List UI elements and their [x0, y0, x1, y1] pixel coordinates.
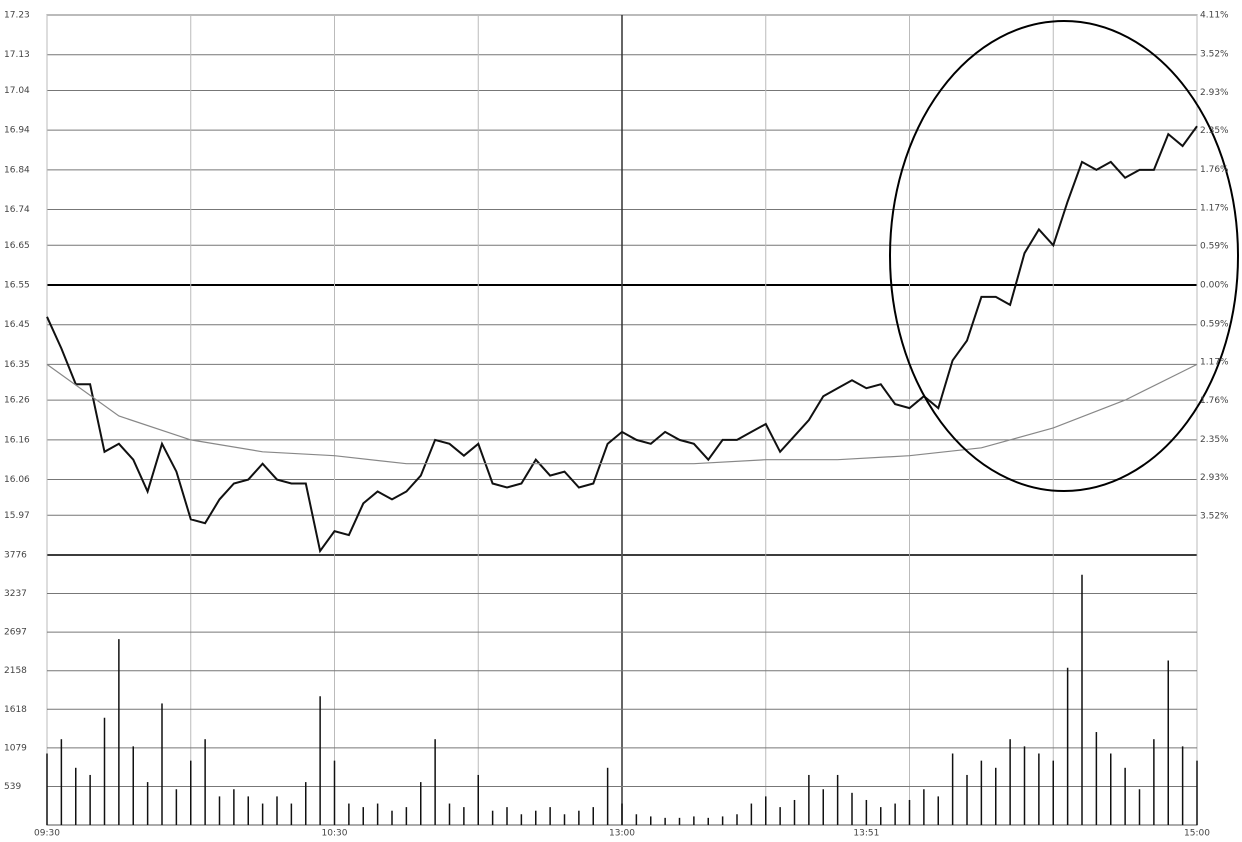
highlight-circle	[889, 20, 1239, 492]
y-tick-label: 17.13	[4, 50, 30, 60]
y2-tick-label: 2.35%	[1200, 435, 1229, 445]
y-tick-label: 16.45	[4, 320, 30, 330]
y2-tick-label: 3.52%	[1200, 49, 1229, 59]
y-tick-label: 3237	[4, 589, 27, 599]
y-tick-label: 3776	[4, 551, 27, 561]
y-tick-label: 16.94	[4, 126, 30, 136]
y-tick-label: 2697	[4, 628, 27, 638]
y-tick-label: 17.04	[4, 86, 30, 96]
price-line	[46, 125, 1198, 554]
y-tick-label: 1079	[4, 743, 27, 753]
y-tick-label: 16.65	[4, 241, 30, 251]
y-tick-label: 16.26	[4, 396, 30, 406]
x-tick-label: 10:30	[322, 829, 348, 839]
y2-tick-label: 1.17%	[1200, 357, 1229, 367]
y2-tick-label: 1.76%	[1200, 165, 1229, 175]
y-tick-label: 539	[4, 782, 21, 792]
y2-tick-label: 0.59%	[1200, 242, 1229, 252]
x-tick-label: 09:30	[34, 829, 60, 839]
y2-tick-label: 0.00%	[1200, 281, 1229, 291]
y2-tick-label: 1.76%	[1200, 396, 1229, 406]
y-tick-label: 16.06	[4, 475, 30, 485]
y-tick-label: 2158	[4, 666, 27, 676]
y2-tick-label: 0.59%	[1200, 319, 1229, 329]
y2-tick-label: 3.52%	[1200, 512, 1229, 522]
y2-tick-label: 4.11%	[1200, 11, 1229, 21]
y-tick-label: 17.23	[4, 11, 30, 21]
y2-tick-label: 2.93%	[1200, 88, 1229, 98]
x-tick-label: 13:51	[853, 829, 879, 839]
y-tick-label: 16.55	[4, 281, 30, 291]
y-tick-label: 1618	[4, 705, 27, 715]
y-tick-label: 16.84	[4, 165, 30, 175]
y2-tick-label: 2.93%	[1200, 473, 1229, 483]
y-tick-label: 16.74	[4, 205, 30, 215]
price-line	[46, 363, 1198, 465]
x-tick-label: 15:00	[1184, 829, 1210, 839]
y-tick-label: 16.35	[4, 360, 30, 370]
y-tick-label: 15.97	[4, 511, 30, 521]
x-tick-label: 13:00	[609, 829, 635, 839]
y-tick-label: 16.16	[4, 435, 30, 445]
y2-tick-label: 2.35%	[1200, 126, 1229, 136]
y2-tick-label: 1.17%	[1200, 204, 1229, 214]
